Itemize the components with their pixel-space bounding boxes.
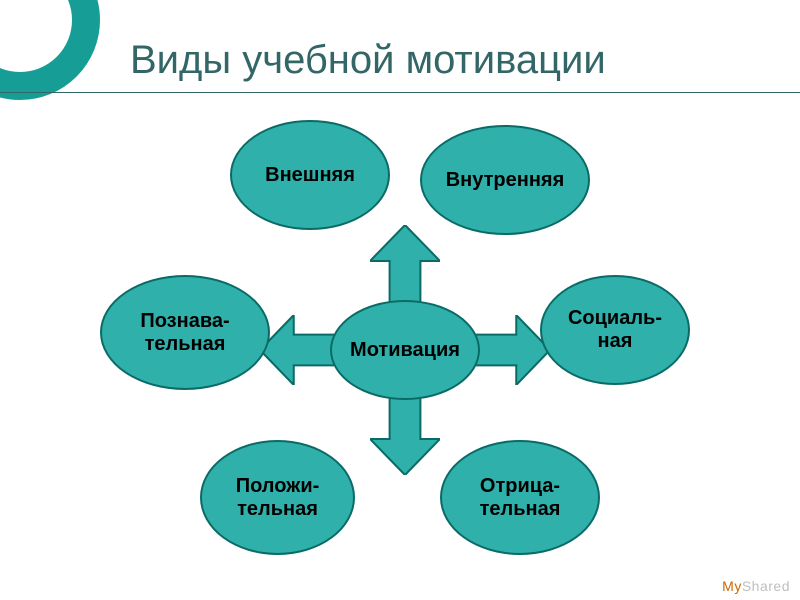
node-label: Отрица-тельная	[480, 475, 561, 521]
arrow-left-icon	[260, 315, 335, 385]
node-center: Мотивация	[330, 300, 480, 400]
node-label: Мотивация	[350, 339, 460, 362]
node-cognitive: Познава-тельная	[100, 275, 270, 390]
node-label: Социаль-ная	[568, 307, 662, 353]
corner-ring-decoration	[0, 0, 100, 100]
watermark-accent: My	[722, 578, 742, 594]
node-label: Познава-тельная	[140, 310, 229, 356]
node-negative: Отрица-тельная	[440, 440, 600, 555]
watermark: MyShared	[722, 578, 790, 594]
node-label: Положи-тельная	[236, 475, 320, 521]
arrow-up-icon	[370, 225, 440, 305]
title-underline	[0, 92, 800, 93]
arrow-down-icon	[370, 395, 440, 475]
motivation-diagram: Внешняя Внутренняя Познава-тельная Социа…	[0, 100, 800, 580]
node-positive: Положи-тельная	[200, 440, 355, 555]
page-title: Виды учебной мотивации	[130, 38, 606, 83]
watermark-plain: Shared	[742, 578, 790, 594]
node-label: Внешняя	[265, 164, 355, 187]
ring-icon	[0, 0, 100, 100]
node-internal: Внутренняя	[420, 125, 590, 235]
node-external: Внешняя	[230, 120, 390, 230]
arrow-right-icon	[475, 315, 550, 385]
node-label: Внутренняя	[446, 169, 565, 192]
node-social: Социаль-ная	[540, 275, 690, 385]
